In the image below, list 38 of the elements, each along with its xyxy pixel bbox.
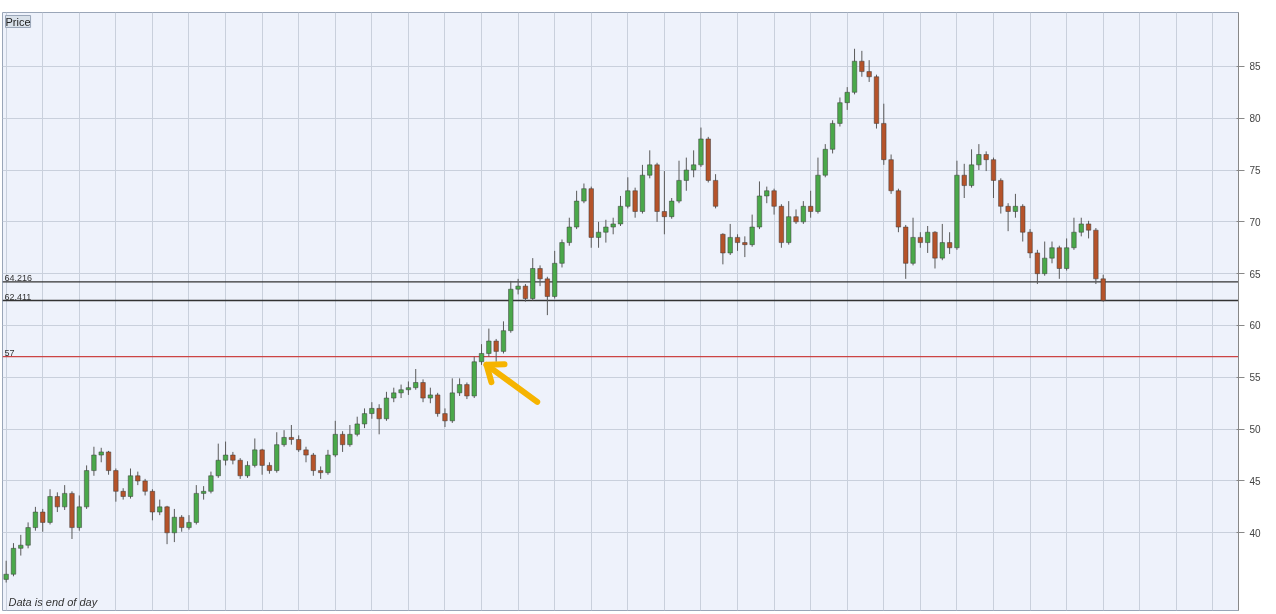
candlestick bbox=[332, 420, 338, 458]
candlestick bbox=[310, 452, 316, 477]
candlestick bbox=[383, 391, 389, 422]
candlestick bbox=[149, 488, 155, 521]
candlestick bbox=[1027, 228, 1033, 259]
y-tick-label: 70 bbox=[1249, 216, 1262, 228]
candlestick bbox=[127, 468, 134, 500]
candlestick bbox=[91, 446, 97, 477]
y-tick-label: 40 bbox=[1249, 527, 1262, 539]
candlestick bbox=[596, 221, 602, 249]
candlestick bbox=[683, 157, 689, 192]
annotation: Data is end of day bbox=[8, 595, 99, 608]
y-tick-label: 50 bbox=[1249, 424, 1262, 436]
ref-line-label: 57 bbox=[4, 347, 15, 358]
candlestick bbox=[479, 343, 485, 366]
candlestick bbox=[969, 148, 975, 189]
y-tick-label: 65 bbox=[1249, 268, 1262, 280]
candlestick bbox=[691, 149, 697, 178]
y-tick-label: 80 bbox=[1249, 113, 1262, 125]
y-tick-label: 45 bbox=[1249, 475, 1262, 487]
candlestick bbox=[603, 219, 609, 244]
candlestick bbox=[362, 407, 368, 429]
y-tick-label: 55 bbox=[1249, 372, 1262, 384]
candlestick bbox=[1064, 237, 1070, 272]
y-tick-label: 60 bbox=[1249, 320, 1262, 332]
candlestick bbox=[500, 320, 506, 354]
candlestick bbox=[617, 195, 624, 227]
candlestick bbox=[1078, 217, 1084, 237]
y-tick-label: 75 bbox=[1249, 165, 1262, 177]
candlestick bbox=[990, 157, 997, 199]
y-tick-label: 85 bbox=[1249, 61, 1262, 73]
candlestick bbox=[223, 441, 229, 466]
candlestick bbox=[3, 560, 9, 584]
candlestick bbox=[1012, 193, 1018, 219]
ref-line-label: 64.216 bbox=[4, 272, 33, 283]
chart-title: Price bbox=[5, 15, 31, 28]
candlestick bbox=[1071, 217, 1077, 251]
ref-line-label: 62.411 bbox=[4, 291, 32, 302]
